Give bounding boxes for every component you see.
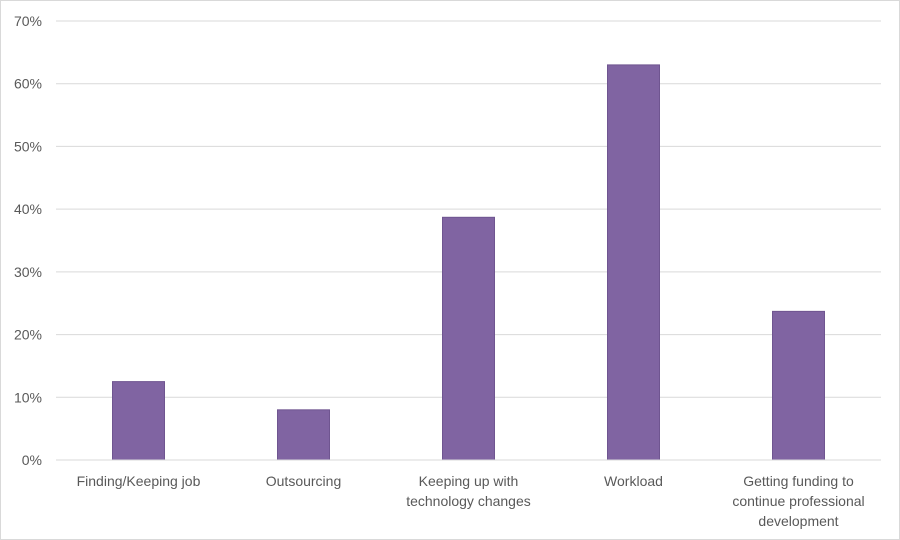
x-category-label-line: Keeping up with <box>419 473 519 489</box>
x-axis-category-labels: Finding/Keeping job Outsourcing Keeping up… <box>77 473 865 529</box>
x-category-label-line: technology changes <box>406 493 531 509</box>
bar <box>442 216 495 461</box>
x-category-label: Getting funding to continue professional d… <box>732 473 864 529</box>
x-category-label: Finding/Keeping job <box>77 473 201 489</box>
y-tick-label: 0% <box>22 452 42 468</box>
x-category-label-line: Workload <box>604 473 663 489</box>
y-tick-label: 50% <box>14 138 42 154</box>
bar <box>607 64 660 461</box>
y-tick-label: 40% <box>14 201 42 217</box>
y-tick-label: 30% <box>14 264 42 280</box>
y-tick-label: 70% <box>14 13 42 29</box>
y-tick-label: 60% <box>14 76 42 92</box>
y-tick-label: 10% <box>14 389 42 405</box>
bar <box>772 310 825 461</box>
bar <box>112 381 165 461</box>
x-category-label-line: continue professional <box>732 493 864 509</box>
bars <box>112 64 825 461</box>
y-axis-tick-labels: 0% 10% 20% 30% 40% 50% 60% 70% <box>14 13 42 468</box>
x-category-label-line: Getting funding to <box>743 473 854 489</box>
y-tick-label: 20% <box>14 327 42 343</box>
x-category-label-line: Outsourcing <box>266 473 341 489</box>
bar <box>277 409 330 461</box>
x-category-label: Keeping up with technology changes <box>406 473 531 509</box>
x-category-label: Outsourcing <box>266 473 341 489</box>
x-category-label-line: Finding/Keeping job <box>77 473 201 489</box>
x-category-label: Workload <box>604 473 663 489</box>
x-category-label-line: development <box>758 513 838 529</box>
